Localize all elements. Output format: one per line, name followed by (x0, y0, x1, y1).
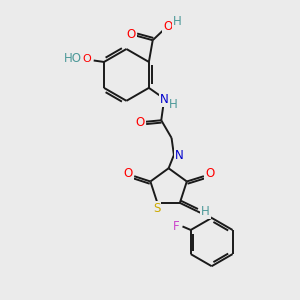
Text: HO: HO (64, 52, 82, 64)
Text: O: O (124, 167, 133, 180)
Text: N: N (175, 148, 184, 161)
Text: O: O (164, 20, 173, 33)
Text: O: O (127, 28, 136, 41)
Text: O: O (205, 167, 214, 180)
Text: S: S (153, 202, 160, 215)
Text: H: H (172, 15, 181, 28)
Text: O: O (135, 116, 145, 129)
Text: H: H (201, 205, 210, 218)
Text: O: O (82, 54, 91, 64)
Text: N: N (160, 93, 169, 106)
Text: F: F (173, 220, 179, 233)
Text: H: H (169, 98, 178, 111)
